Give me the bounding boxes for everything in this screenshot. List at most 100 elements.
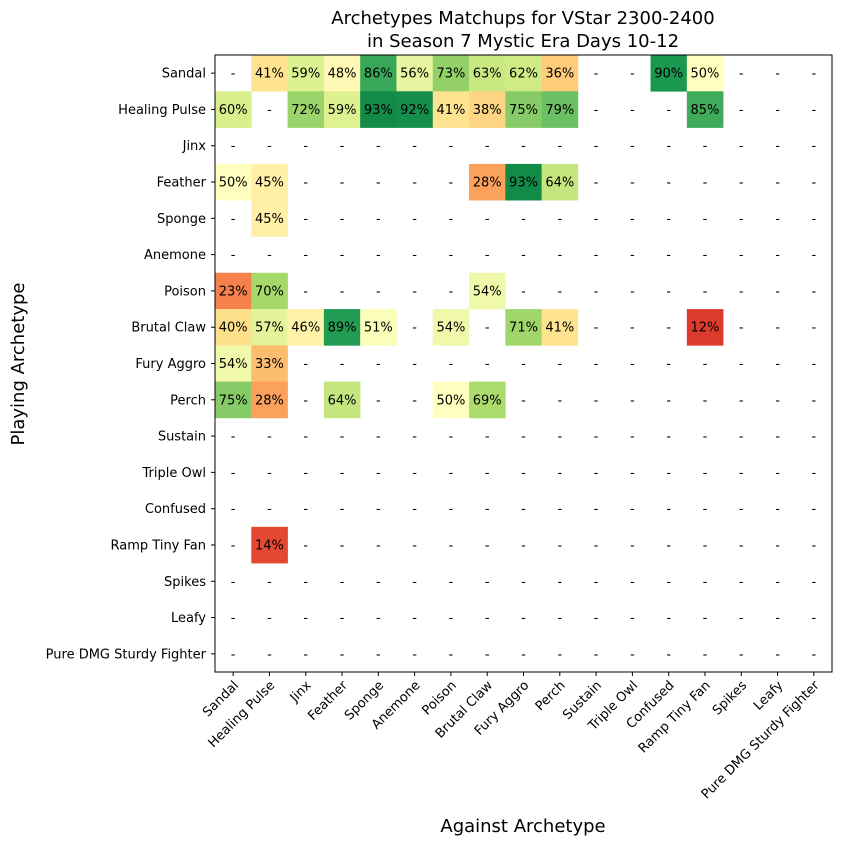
cell-missing-label: - [267,103,272,118]
heatmap-cell [432,309,470,346]
cell-missing-label: - [231,611,236,626]
cell-missing-label: - [485,430,490,445]
cell-missing-label: - [521,430,526,445]
cell-missing-label: - [412,357,417,372]
heatmap-cell [287,309,325,346]
cell-missing-label: - [267,575,272,590]
cell-missing-label: - [594,321,599,336]
cell-value-label: 56% [400,67,429,82]
cell-missing-label: - [812,611,817,626]
x-tick-label: Healing Pulse [206,678,279,751]
cell-missing-label: - [739,393,744,408]
cell-missing-label: - [303,212,308,227]
cell-missing-label: - [666,611,671,626]
y-axis-label: Playing Archetype [8,282,29,445]
cell-missing-label: - [557,611,562,626]
cell-value-label: 54% [219,357,248,372]
cell-missing-label: - [340,212,345,227]
cell-missing-label: - [557,357,562,372]
cell-missing-label: - [449,176,454,191]
cell-missing-label: - [521,647,526,662]
cell-missing-label: - [594,538,599,553]
cell-missing-label: - [303,248,308,263]
cell-missing-label: - [630,430,635,445]
cell-missing-label: - [231,212,236,227]
cell-missing-label: - [775,212,780,227]
y-tick-label: Sandal [162,67,206,82]
cell-value-label: 59% [291,67,320,82]
cell-missing-label: - [739,357,744,372]
cell-missing-label: - [485,321,490,336]
chart-title-line-1: Archetypes Matchups for VStar 2300-2400 [331,8,714,29]
cell-missing-label: - [703,575,708,590]
cell-missing-label: - [594,466,599,481]
cell-missing-label: - [630,67,635,82]
cell-missing-label: - [812,502,817,517]
cell-missing-label: - [703,212,708,227]
heatmap-cell [469,381,506,419]
cell-missing-label: - [775,647,780,662]
heatmap-cell [541,309,579,346]
cell-value-label: 59% [328,103,357,118]
cell-missing-label: - [703,176,708,191]
cell-missing-label: - [412,176,417,191]
cell-missing-label: - [557,430,562,445]
cell-missing-label: - [557,248,562,263]
cell-missing-label: - [303,139,308,154]
cell-missing-label: - [449,538,454,553]
heatmap-cell [650,55,688,92]
cell-missing-label: - [376,212,381,227]
cell-missing-label: - [376,430,381,445]
cell-missing-label: - [812,538,817,553]
cell-missing-label: - [449,466,454,481]
cell-missing-label: - [231,248,236,263]
cell-missing-label: - [303,538,308,553]
cell-missing-label: - [630,357,635,372]
heatmap-cell [686,55,724,92]
heatmap-cell [360,55,397,92]
cell-missing-label: - [703,248,708,263]
cell-value-label: 51% [364,321,393,336]
cell-missing-label: - [303,575,308,590]
cell-value-label: 93% [509,176,538,191]
cell-missing-label: - [812,321,817,336]
cell-missing-label: - [412,647,417,662]
y-tick-label: Fury Aggro [135,357,206,372]
cell-missing-label: - [231,466,236,481]
heatmap-cell [505,163,542,201]
cell-value-label: 70% [255,284,284,299]
cell-missing-label: - [812,212,817,227]
cell-value-label: 79% [545,103,574,118]
y-tick-label: Brutal Claw [131,321,206,336]
cell-missing-label: - [630,212,635,227]
cell-missing-label: - [812,647,817,662]
cell-missing-label: - [412,393,417,408]
cell-missing-label: - [775,139,780,154]
cell-missing-label: - [485,538,490,553]
cell-missing-label: - [412,430,417,445]
cell-missing-label: - [666,575,671,590]
cell-missing-label: - [340,538,345,553]
y-tick-label: Perch [170,393,206,408]
x-axis-label: Against Archetype [440,816,605,837]
cell-missing-label: - [485,502,490,517]
cell-value-label: 64% [328,393,357,408]
cell-missing-label: - [739,212,744,227]
cell-missing-label: - [485,212,490,227]
cell-missing-label: - [231,139,236,154]
cell-missing-label: - [231,575,236,590]
cell-missing-label: - [739,466,744,481]
cell-missing-label: - [340,248,345,263]
cell-missing-label: - [557,393,562,408]
heatmap-cell [469,55,506,92]
heatmap-cell [251,163,288,201]
cell-missing-label: - [521,139,526,154]
cell-missing-label: - [521,611,526,626]
cell-missing-label: - [630,611,635,626]
cell-missing-label: - [485,466,490,481]
cell-missing-label: - [775,502,780,517]
cell-missing-label: - [703,502,708,517]
cell-missing-label: - [666,284,671,299]
cell-missing-label: - [303,357,308,372]
cell-missing-label: - [739,139,744,154]
